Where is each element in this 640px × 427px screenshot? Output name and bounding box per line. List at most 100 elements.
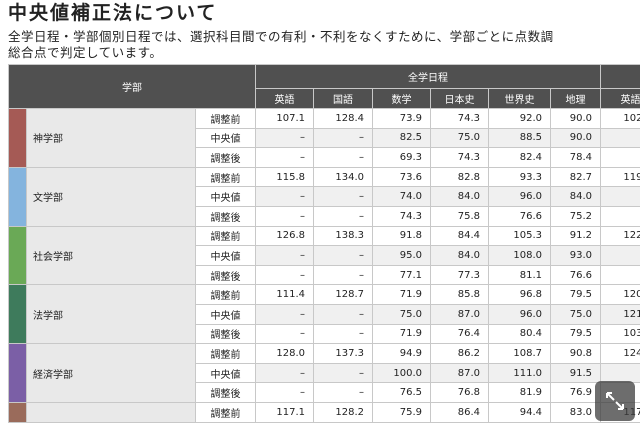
score-cell: 81.1 xyxy=(488,264,551,286)
score-cell: 81.9 xyxy=(488,382,551,403)
score-cell: 103.6 xyxy=(600,323,640,345)
data-row: 調整後––76.576.881.976.9– xyxy=(9,382,640,403)
score-cell: 76.9 xyxy=(549,382,602,403)
score-cell: 108.0 xyxy=(488,245,551,266)
score-cell: 120.3 xyxy=(600,284,640,305)
score-cell: 79.5 xyxy=(549,284,602,305)
score-cell: 128.4 xyxy=(313,108,373,129)
score-cell: – xyxy=(255,382,314,403)
score-cell: – xyxy=(313,264,373,286)
score-cell: 93.3 xyxy=(488,166,551,188)
score-cell: 78.4 xyxy=(549,147,602,168)
faculty-name: 社会学部 xyxy=(26,225,196,286)
score-cell: 107.1 xyxy=(255,108,314,129)
group-header xyxy=(600,64,640,89)
score-cell: – xyxy=(255,303,314,325)
subject-header: 英語 xyxy=(255,88,314,109)
score-cell: 73.9 xyxy=(372,108,431,129)
score-cell: 91.8 xyxy=(372,225,431,247)
score-cell: 76.4 xyxy=(430,323,489,345)
expand-icon xyxy=(606,392,624,410)
score-cell: 74.3 xyxy=(430,147,489,168)
row-label: 中央値 xyxy=(195,303,256,325)
data-row: 調整後––71.976.480.479.5103.6 xyxy=(9,323,640,345)
score-cell: 75.0 xyxy=(372,303,431,325)
score-cell: 117.1 xyxy=(255,401,314,423)
score-cell: – xyxy=(255,186,314,207)
score-cell: 69.3 xyxy=(372,147,431,168)
row-label: 中央値 xyxy=(195,362,256,384)
score-cell: 82.8 xyxy=(430,166,489,188)
score-cell: 124.5 xyxy=(600,343,640,364)
row-label: 調整後 xyxy=(195,264,256,286)
score-cell: – xyxy=(600,127,640,149)
score-cell: 83.0 xyxy=(549,401,602,423)
score-cell: 77.3 xyxy=(430,264,489,286)
score-cell: 115.8 xyxy=(255,166,314,188)
faculty-color xyxy=(8,108,27,168)
row-label: 調整前 xyxy=(195,166,256,188)
score-cell: 96.0 xyxy=(488,303,551,325)
score-cell: 76.8 xyxy=(430,382,489,403)
faculty-color xyxy=(8,225,27,286)
score-cell: 105.3 xyxy=(488,225,551,247)
score-cell: 128.0 xyxy=(255,343,314,364)
score-cell: 134.0 xyxy=(313,166,373,188)
score-cell: 84.0 xyxy=(549,186,602,207)
faculty-name: 経済学部 xyxy=(26,343,196,403)
score-cell: 75.8 xyxy=(430,205,489,227)
score-cell: – xyxy=(600,362,640,384)
score-cell: 74.3 xyxy=(430,108,489,129)
score-cell: 74.3 xyxy=(372,205,431,227)
score-cell: – xyxy=(255,127,314,149)
faculty-name xyxy=(26,401,196,423)
score-cell: 75.0 xyxy=(549,303,602,325)
faculty-name: 文学部 xyxy=(26,166,196,227)
score-cell: 75.2 xyxy=(549,205,602,227)
score-cell: 128.7 xyxy=(313,284,373,305)
score-cell: – xyxy=(313,323,373,345)
row-label: 調整前 xyxy=(195,401,256,423)
score-cell: 93.0 xyxy=(549,245,602,266)
subject-header: 英語 xyxy=(600,88,640,109)
expand-button[interactable] xyxy=(595,381,635,421)
row-label: 調整前 xyxy=(195,225,256,247)
subject-header: 数学 xyxy=(372,88,431,109)
row-label: 中央値 xyxy=(195,127,256,149)
row-label: 調整前 xyxy=(195,284,256,305)
score-cell: 76.6 xyxy=(488,205,551,227)
score-cell: – xyxy=(255,205,314,227)
score-cell: – xyxy=(313,382,373,403)
score-cell: 100.0 xyxy=(372,362,431,384)
score-cell: – xyxy=(313,127,373,149)
faculty-color xyxy=(8,166,27,227)
score-cell: 108.7 xyxy=(488,343,551,364)
score-cell: 90.8 xyxy=(549,343,602,364)
subject-header: 地理 xyxy=(549,88,602,109)
score-cell: 82.4 xyxy=(488,147,551,168)
subject-header: 日本史 xyxy=(430,88,489,109)
score-cell: 82.5 xyxy=(372,127,431,149)
score-cell: – xyxy=(313,147,373,168)
row-label: 調整後 xyxy=(195,382,256,403)
row-label: 調整後 xyxy=(195,147,256,168)
score-cell: 96.8 xyxy=(488,284,551,305)
score-cell: – xyxy=(600,186,640,207)
score-cell: 85.8 xyxy=(430,284,489,305)
score-cell: 87.0 xyxy=(430,362,489,384)
row-label: 調整前 xyxy=(195,343,256,364)
header-row: 学部 全学日程 xyxy=(8,64,640,109)
score-cell: – xyxy=(255,264,314,286)
faculty-header: 学部 xyxy=(8,64,256,109)
title: 中央値補正法について xyxy=(8,2,218,24)
score-cell: 75.9 xyxy=(372,401,431,423)
score-cell: – xyxy=(255,323,314,345)
score-cell: 71.9 xyxy=(372,284,431,305)
score-cell: 119.0 xyxy=(600,166,640,188)
